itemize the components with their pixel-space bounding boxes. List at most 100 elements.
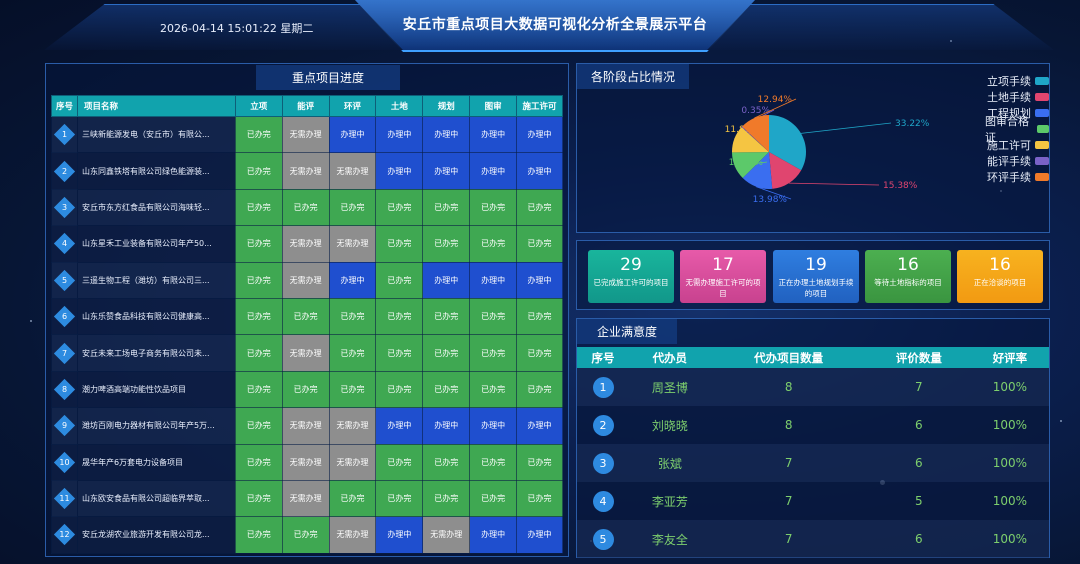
status-cell: 办理中 — [516, 152, 563, 190]
status-cell: 无需办理 — [281, 334, 330, 372]
status-cell: 办理中 — [328, 115, 377, 154]
legend-item[interactable]: 施工许可 — [985, 137, 1049, 153]
project-name-cell[interactable]: 潮力啤酒高端功能性饮品项目 — [76, 370, 236, 409]
status-cell: 已办完 — [234, 115, 283, 154]
project-name-cell[interactable]: 安丘龙湖农业旅游开发有限公司龙... — [76, 516, 236, 554]
pie-slice[interactable] — [769, 115, 806, 171]
kpi-card[interactable]: 16 正在洽谈的项目 — [957, 250, 1043, 303]
status-cell: 已办完 — [469, 334, 518, 372]
kpi-card[interactable]: 29 已完成施工许可的项目 — [588, 250, 674, 303]
table-row[interactable]: 2 山东同鑫铁塔有限公司绿色能源装... 已办完 无需办理 无需办理 办理中 办理中 办理中办… — [51, 152, 563, 190]
project-name-cell[interactable]: 安丘市东方红食品有限公司海味轻... — [76, 188, 236, 227]
project-name-cell[interactable]: 山东乐赞食品科技有限公司健康高... — [76, 297, 236, 336]
status-cell: 已办完 — [281, 188, 330, 227]
reviews-cell: 6 — [866, 520, 971, 558]
column-header: 环评 — [328, 95, 377, 117]
row-number-cell: 9 — [51, 407, 78, 445]
row-number-cell: 1 — [51, 115, 78, 154]
status-cell: 办理中 — [469, 115, 518, 154]
kpi-label: 无需办理施工许可的项目 — [685, 278, 761, 298]
project-name-cell[interactable]: 安丘未来工场电子商务有限公司未... — [76, 334, 236, 372]
pie-slice[interactable] — [742, 115, 769, 152]
project-name-cell[interactable]: 三峡新能源发电（安丘市）有限公... — [76, 115, 236, 154]
status-cell: 已办完 — [281, 297, 330, 336]
status-cell: 已办完 — [469, 225, 518, 263]
kpi-value: 29 — [620, 255, 642, 275]
agent-cell: 李友全 — [629, 520, 711, 558]
project-name-cell[interactable]: 山东欧安食品有限公司超临界萃取... — [76, 479, 236, 518]
table-row[interactable]: 6 山东乐赞食品科技有限公司健康高... 已办完 已办完 已办完 已办完 已办完 已办完 已办完 — [51, 297, 563, 336]
legend-item[interactable]: 图审合格证 — [985, 115, 1049, 144]
table-row[interactable]: 3 安丘市东方红食品有限公司海味轻... 已办完 已办完 已办完 已办完 已办完 已办完 已办完 — [51, 188, 563, 227]
legend-item[interactable]: 土地手续 — [985, 89, 1049, 105]
rate-cell: 100% — [970, 444, 1049, 482]
status-cell: 办理中 — [422, 261, 471, 299]
project-progress-title: 重点项目进度 — [256, 65, 400, 90]
table-row[interactable]: 1 周圣博 8 7 100% — [577, 368, 1049, 406]
status-cell: 无需办理 — [328, 407, 377, 445]
status-cell: 已办完 — [234, 443, 283, 481]
legend-swatch — [1035, 157, 1049, 165]
table-row[interactable]: 4 山东星禾工业装备有限公司年产50... 已办完 无需办理 无需办理 已办完 已办完 已办完… — [51, 225, 563, 263]
pie-slice-label: 11.89% — [725, 125, 760, 135]
pie-label-line — [754, 98, 797, 119]
column-header: 图审 — [469, 95, 518, 117]
pie-slice[interactable] — [769, 152, 802, 189]
rate-cell: 100% — [970, 482, 1049, 520]
status-cell: 无需办理 — [328, 516, 377, 554]
status-cell: 办理中 — [422, 115, 471, 154]
kpi-card[interactable]: 19 正在办理土地规划手续的项目 — [773, 250, 859, 303]
table-row[interactable]: 2 刘晓晓 8 6 100% — [577, 406, 1049, 444]
row-number-badge: 11 — [53, 487, 76, 510]
table-row[interactable]: 5 三遥生物工程（潍坊）有限公司三... 已办完 无需办理 办理中 已办完 办理中 办理中 办理… — [51, 261, 563, 299]
status-cell: 办理中 — [469, 516, 518, 554]
table-row[interactable]: 8 潮力啤酒高端功能性饮品项目 已办完 已办完 已办完 已办完 已办完 已办完 已办完 — [51, 370, 563, 409]
table-row[interactable]: 5 李友全 7 6 100% — [577, 520, 1049, 558]
table-row[interactable]: 10 晟华年产6万套电力设备项目 已办完 无需办理 无需办理 已办完 已办完 已办完 已办完 — [51, 443, 563, 481]
row-number: 1 — [61, 130, 68, 140]
kpi-card[interactable]: 16 等待土地指标的项目 — [865, 250, 951, 303]
satisfaction-panel: 企业满意度 序号 代办员 代办项目数量 评价数量 好评率 1 周圣博 8 7 100% 2 刘晓晓 8… — [576, 318, 1050, 558]
column-header: 项目名称 — [76, 95, 236, 117]
project-name-cell[interactable]: 山东同鑫铁塔有限公司绿色能源装... — [76, 152, 236, 190]
status-cell: 办理中 — [516, 516, 563, 554]
status-cell: 已办完 — [422, 225, 471, 263]
table-row[interactable]: 7 安丘未来工场电子商务有限公司未... 已办完 无需办理 已办完 已办完 已办完 已办完 已办… — [51, 334, 563, 372]
status-cell: 已办完 — [234, 516, 283, 554]
pie-slice[interactable] — [732, 127, 769, 153]
pie-slice[interactable] — [742, 152, 773, 189]
column-header: 规划 — [422, 95, 471, 117]
project-name-cell[interactable]: 三遥生物工程（潍坊）有限公司三... — [76, 261, 236, 299]
pie-slice[interactable] — [741, 126, 769, 152]
pie-slice[interactable] — [732, 152, 769, 179]
column-header: 施工许可 — [516, 95, 563, 117]
row-number: 7 — [61, 348, 68, 358]
legend-item[interactable]: 环评手续 — [985, 169, 1049, 185]
row-number-badge: 7 — [53, 342, 76, 364]
row-number-cell: 12 — [51, 516, 78, 554]
project-name-cell[interactable]: 潍坊百刚电力器材有限公司年产5万... — [76, 407, 236, 445]
table-row[interactable]: 4 李亚芳 7 5 100% — [577, 482, 1049, 520]
column-header: 序号 — [51, 95, 78, 117]
kpi-label: 正在办理土地规划手续的项目 — [778, 278, 854, 298]
legend-item[interactable]: 工程规划 — [985, 105, 1049, 121]
table-row[interactable]: 9 潍坊百刚电力器材有限公司年产5万... 已办完 无需办理 无需办理 办理中 办理中 办理中… — [51, 407, 563, 445]
page-title: 安丘市重点项目大数据可视化分析全景展示平台 — [402, 17, 708, 33]
legend-label: 环评手续 — [987, 171, 1031, 184]
legend-item[interactable]: 立项手续 — [985, 73, 1049, 89]
status-cell: 已办完 — [422, 334, 471, 372]
table-row[interactable]: 11 山东欧安食品有限公司超临界萃取... 已办完 无需办理 已办完 已办完 已办完 已办完已… — [51, 479, 563, 518]
reviews-cell: 6 — [866, 406, 971, 444]
status-cell: 已办完 — [375, 188, 424, 227]
table-row[interactable]: 1 三峡新能源发电（安丘市）有限公... 已办完 无需办理 办理中 办理中 办理中 办理中 办理… — [51, 115, 563, 154]
table-row[interactable]: 3 张斌 7 6 100% — [577, 444, 1049, 482]
table-row[interactable]: 12 安丘龙湖农业旅游开发有限公司龙... 已办完 已办完 无需办理 办理中 无需办理 办理中… — [51, 516, 563, 554]
project-name-cell[interactable]: 晟华年产6万套电力设备项目 — [76, 443, 236, 481]
rank-badge: 3 — [592, 452, 614, 474]
column-header: 序号 — [577, 347, 630, 368]
kpi-card[interactable]: 17 无需办理施工许可的项目 — [680, 250, 766, 303]
legend-item[interactable]: 能评手续 — [985, 153, 1049, 169]
status-cell: 办理中 — [516, 407, 563, 445]
project-name-cell[interactable]: 山东星禾工业装备有限公司年产50... — [76, 225, 236, 263]
row-number: 10 — [59, 457, 70, 467]
